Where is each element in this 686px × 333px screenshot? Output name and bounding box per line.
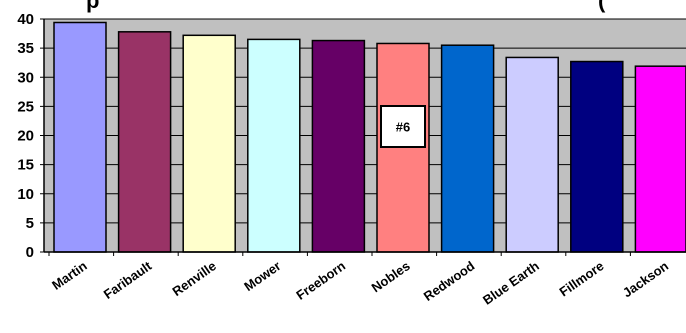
x-category-label: Faribault (101, 258, 155, 302)
rank-annotation: #6 (380, 105, 426, 148)
x-category-label: Nobles (369, 258, 413, 295)
x-category-label: Jackson (620, 258, 671, 300)
y-tick-label: 40 (17, 11, 34, 28)
y-tick-label: 10 (17, 186, 34, 203)
bar-martin (53, 21, 107, 253)
bar-mower (247, 38, 301, 253)
bar-blue-earth (505, 56, 559, 253)
y-tick-label: 25 (17, 98, 34, 115)
x-category-label: Fillmore (556, 258, 606, 299)
y-tick-label: 30 (17, 69, 34, 86)
y-tick-label: 15 (17, 157, 34, 174)
bar-jackson (634, 65, 686, 253)
y-tick-label: 35 (17, 40, 34, 57)
annotation-box (380, 105, 426, 148)
x-category-label: Renville (169, 258, 218, 299)
y-tick-label: 20 (17, 128, 34, 145)
bar-freeborn (311, 39, 366, 253)
x-category-label: Blue Earth (480, 258, 542, 308)
bar-redwood (440, 44, 495, 253)
bars (53, 21, 686, 253)
x-category-label: Mower (241, 258, 283, 294)
x-category-label: Freeborn (293, 258, 348, 303)
bar-fillmore (570, 60, 624, 253)
chart-title: p ( (86, 0, 606, 13)
chart-title-fragment-left: p (86, 0, 99, 13)
x-axis-category-labels: Martin Faribault Renville Mower Freeborn Nobl… (49, 258, 671, 308)
y-tick-label: 5 (26, 215, 34, 232)
axes (40, 18, 686, 256)
x-category-label: Redwood (421, 258, 478, 304)
annotation-text: #6 (396, 120, 410, 135)
bar-faribault (117, 31, 172, 253)
x-category-label: Martin (49, 258, 90, 293)
y-tick-label: 0 (26, 244, 34, 261)
bar-renville (182, 34, 236, 253)
y-axis-tick-labels: 0 5 10 15 20 25 30 35 40 (17, 11, 34, 261)
chart-title-fragment-right: ( (598, 0, 606, 13)
